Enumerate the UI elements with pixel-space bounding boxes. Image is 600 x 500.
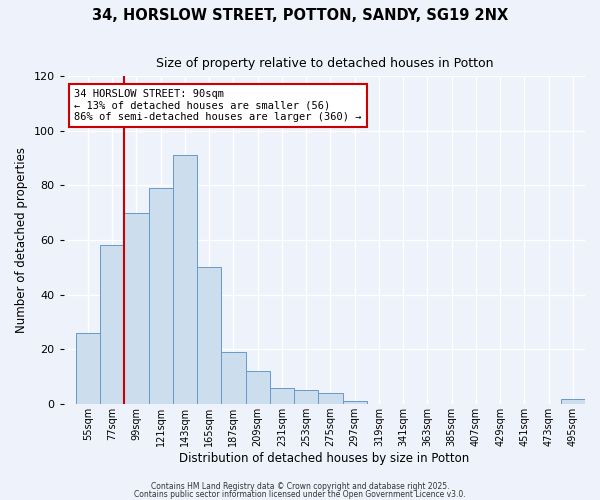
Bar bbox=[343, 402, 367, 404]
Bar bbox=[173, 155, 197, 404]
Text: 34 HORSLOW STREET: 90sqm
← 13% of detached houses are smaller (56)
86% of semi-d: 34 HORSLOW STREET: 90sqm ← 13% of detach… bbox=[74, 89, 362, 122]
Title: Size of property relative to detached houses in Potton: Size of property relative to detached ho… bbox=[155, 58, 493, 70]
Bar bbox=[318, 393, 343, 404]
Bar bbox=[270, 388, 294, 404]
Bar bbox=[245, 372, 270, 404]
Y-axis label: Number of detached properties: Number of detached properties bbox=[15, 147, 28, 333]
Bar bbox=[124, 212, 149, 404]
Text: Contains HM Land Registry data © Crown copyright and database right 2025.: Contains HM Land Registry data © Crown c… bbox=[151, 482, 449, 491]
Bar bbox=[149, 188, 173, 404]
Bar bbox=[197, 268, 221, 404]
X-axis label: Distribution of detached houses by size in Potton: Distribution of detached houses by size … bbox=[179, 452, 469, 465]
Bar bbox=[100, 246, 124, 404]
Bar bbox=[561, 398, 585, 404]
Text: Contains public sector information licensed under the Open Government Licence v3: Contains public sector information licen… bbox=[134, 490, 466, 499]
Bar bbox=[221, 352, 245, 404]
Bar bbox=[294, 390, 318, 404]
Bar bbox=[76, 333, 100, 404]
Text: 34, HORSLOW STREET, POTTON, SANDY, SG19 2NX: 34, HORSLOW STREET, POTTON, SANDY, SG19 … bbox=[92, 8, 508, 22]
